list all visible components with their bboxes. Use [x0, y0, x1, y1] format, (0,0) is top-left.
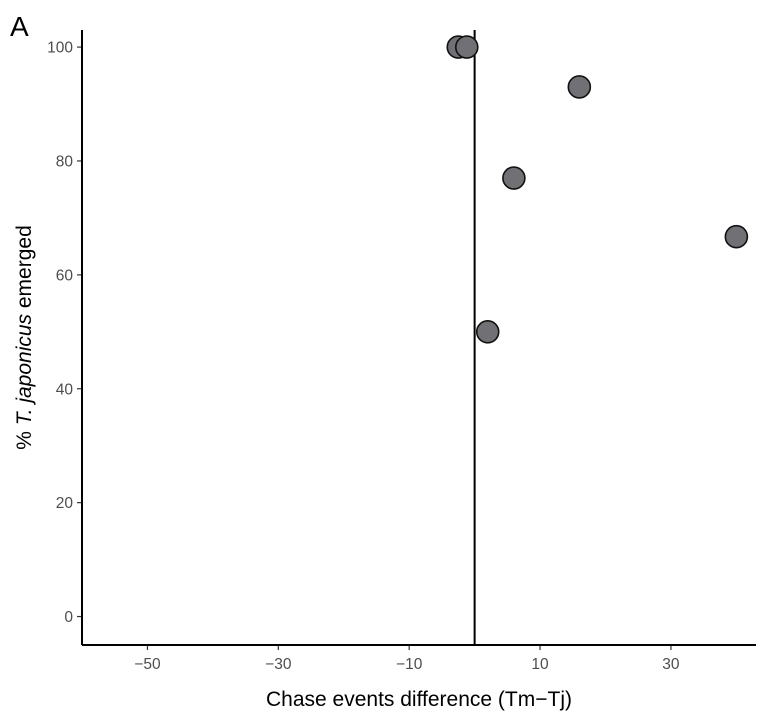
- y-tick-label: 20: [56, 495, 74, 512]
- data-point: [454, 35, 479, 59]
- y-tick-label: 100: [47, 40, 73, 57]
- panel-label: A: [10, 11, 29, 42]
- y-axis-ticks: 0 20 40 60 80 100: [47, 40, 82, 626]
- y-tick-label: 40: [56, 381, 74, 398]
- x-axis-title: Chase events difference (Tm−Tj): [266, 688, 572, 711]
- x-axis-ticks: −50 −30 −10 10 30: [134, 645, 680, 673]
- y-axis-title-prefix: %: [13, 425, 36, 450]
- y-tick-label: 60: [56, 267, 74, 284]
- x-tick-label: −10: [396, 656, 423, 673]
- data-point: [724, 224, 749, 249]
- data-point: [502, 166, 526, 190]
- y-axis-title-suffix: emerged: [13, 225, 36, 314]
- x-tick-label: −50: [134, 656, 161, 673]
- data-point: [475, 320, 500, 344]
- data-point: [567, 75, 592, 99]
- y-tick-label: 80: [56, 153, 74, 170]
- y-tick-label: 0: [64, 609, 73, 626]
- y-axis-title: % T. japonicus emerged: [13, 225, 36, 450]
- x-tick-label: 10: [531, 656, 549, 673]
- x-tick-label: 30: [662, 656, 680, 673]
- y-axis-title-species: T. japonicus: [13, 313, 36, 425]
- x-tick-label: −30: [265, 656, 292, 673]
- data-points: [446, 35, 749, 344]
